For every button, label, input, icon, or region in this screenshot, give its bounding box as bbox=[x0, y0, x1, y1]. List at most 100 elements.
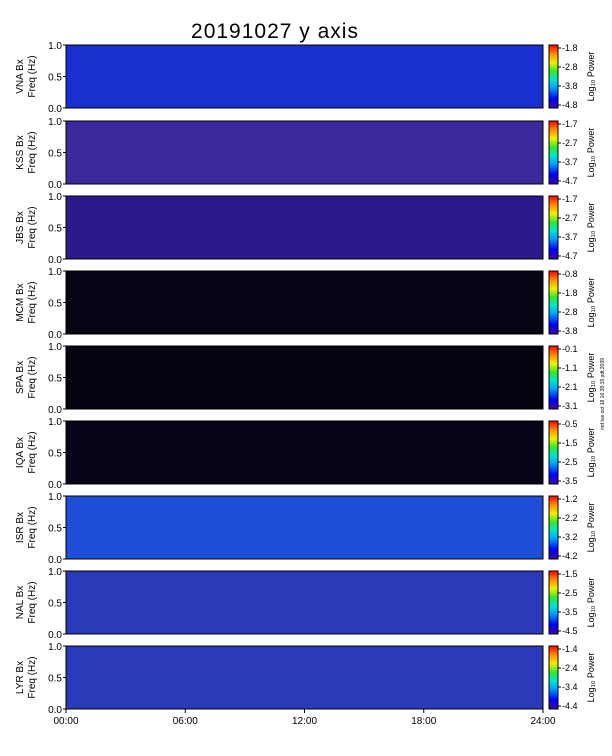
colorbar bbox=[548, 420, 559, 485]
colorbar bbox=[548, 645, 559, 710]
colorbar bbox=[548, 120, 559, 185]
colorbar-tick-label: -3.4 bbox=[562, 682, 578, 692]
y-tick-label: 1.0 bbox=[48, 117, 62, 128]
station-label: MCM Bx bbox=[15, 283, 26, 321]
station-label: ISR Bx bbox=[15, 512, 26, 543]
colorbar-tick-label: -3.7 bbox=[562, 157, 578, 167]
station-label: SPA Bx bbox=[15, 361, 26, 394]
y-tick-label: 0.0 bbox=[48, 555, 62, 566]
colorbar-tick-label: -4.8 bbox=[562, 100, 578, 110]
station-label: NAL Bx bbox=[15, 586, 26, 620]
y-tick-label: 0.0 bbox=[48, 180, 62, 191]
y-tick-label: 0.5 bbox=[48, 674, 62, 685]
y-tick-label: 0.0 bbox=[48, 705, 62, 716]
colorbar-tick-label: -1.1 bbox=[562, 363, 578, 373]
colorbar bbox=[548, 495, 559, 560]
y-tick-label: 0.0 bbox=[48, 480, 62, 491]
colorbar-tick-label: -1.4 bbox=[562, 644, 578, 654]
colorbar-tick-label: -2.2 bbox=[562, 513, 578, 523]
chart-title: 20191027 y axis bbox=[191, 20, 359, 43]
colorbar-label: Log₁₀ Power bbox=[586, 128, 596, 178]
colorbar-tick-label: -4.5 bbox=[562, 626, 578, 636]
panel-nal: 0.0 0.5 1.0 NAL Bx Freq (Hz) -1.5 -2.5 -3.5 -4.5… bbox=[15, 567, 596, 641]
colorbar-label: Log₁₀ Power bbox=[586, 278, 596, 328]
freq-axis-label: Freq (Hz) bbox=[27, 431, 38, 473]
x-axis: 00:00 06:00 12:00 18:00 24:00 bbox=[53, 709, 556, 727]
station-label: KSS Bx bbox=[15, 135, 26, 169]
freq-axis-label: Freq (Hz) bbox=[27, 506, 38, 548]
freq-axis-label: Freq (Hz) bbox=[27, 206, 38, 248]
spectrogram-area bbox=[65, 44, 544, 109]
y-tick-label: 1.0 bbox=[48, 492, 62, 503]
x-tick-label: 06:00 bbox=[173, 716, 198, 727]
colorbar-tick-label: -3.8 bbox=[562, 81, 578, 91]
colorbar-tick-label: -2.5 bbox=[562, 588, 578, 598]
colorbar-tick-label: -1.2 bbox=[562, 494, 578, 504]
panel-jbs: 0.0 0.5 1.0 JBS Bx Freq (Hz) -1.7 -2.7 -3.7 -4.7… bbox=[15, 192, 596, 266]
colorbar-tick-label: -3.7 bbox=[562, 232, 578, 242]
colorbar-label: Log₁₀ Power bbox=[586, 52, 596, 102]
y-tick-label: 0.0 bbox=[48, 255, 62, 266]
y-tick-label: 0.0 bbox=[48, 104, 62, 115]
spectrogram-area bbox=[65, 570, 544, 635]
panel-iqa: 0.0 0.5 1.0 IQA Bx Freq (Hz) -0.5 -1.5 -2.5 -3.5… bbox=[15, 417, 596, 491]
colorbar-tick-label: -1.7 bbox=[562, 119, 578, 129]
freq-axis-label: Freq (Hz) bbox=[27, 281, 38, 323]
colorbar bbox=[548, 270, 559, 335]
colorbar-tick-label: -0.1 bbox=[562, 344, 578, 354]
freq-axis-label: Freq (Hz) bbox=[27, 356, 38, 398]
y-tick-label: 0.5 bbox=[48, 374, 62, 385]
spectrogram-area bbox=[65, 645, 544, 710]
colorbar-tick-label: -4.7 bbox=[562, 176, 578, 186]
y-tick-label: 0.0 bbox=[48, 330, 62, 341]
colorbar-tick-label: -0.8 bbox=[562, 269, 578, 279]
panel-isr: 0.0 0.5 1.0 ISR Bx Freq (Hz) -1.2 -2.2 -3.2 -4.2… bbox=[15, 492, 596, 566]
y-tick-label: 0.5 bbox=[48, 449, 62, 460]
spectrogram-area bbox=[65, 270, 544, 335]
y-tick-label: 1.0 bbox=[48, 342, 62, 353]
colorbar-tick-label: -4.4 bbox=[562, 701, 578, 711]
x-tick-label: 24:00 bbox=[530, 716, 555, 727]
station-label: VNA Bx bbox=[15, 59, 26, 93]
colorbar-tick-label: -4.2 bbox=[562, 551, 578, 561]
colorbar bbox=[548, 345, 559, 410]
spectrogram-area bbox=[65, 120, 544, 185]
freq-axis-label: Freq (Hz) bbox=[27, 581, 38, 623]
colorbar-tick-label: -2.1 bbox=[562, 382, 578, 392]
y-tick-label: 0.5 bbox=[48, 299, 62, 310]
spectrogram-area bbox=[65, 495, 544, 560]
colorbar-label: Log₁₀ Power bbox=[586, 578, 596, 628]
colorbar-label: Log₁₀ Power bbox=[586, 653, 596, 703]
colorbar-tick-label: -2.5 bbox=[562, 457, 578, 467]
colorbar-tick-label: -1.5 bbox=[562, 569, 578, 579]
colorbar-tick-label: -4.7 bbox=[562, 251, 578, 261]
panel-lyr: 0.0 0.5 1.0 LYR Bx Freq (Hz) -1.4 -2.4 -3.4 -4.4… bbox=[15, 642, 596, 716]
y-tick-label: 1.0 bbox=[48, 642, 62, 653]
x-tick-label: 12:00 bbox=[292, 716, 317, 727]
panel-vna: 0.0 0.5 1.0 VNA Bx Freq (Hz) -1.8 -2.8 -3.8 -4.8… bbox=[15, 41, 596, 115]
colorbar-tick-label: -1.5 bbox=[562, 438, 578, 448]
y-tick-label: 1.0 bbox=[48, 267, 62, 278]
y-tick-label: 0.5 bbox=[48, 224, 62, 235]
y-tick-label: 0.0 bbox=[48, 630, 62, 641]
colorbar bbox=[548, 570, 559, 635]
y-tick-label: 0.5 bbox=[48, 149, 62, 160]
y-tick-label: 1.0 bbox=[48, 567, 62, 578]
spectrogram-area bbox=[65, 195, 544, 260]
colorbar bbox=[548, 195, 559, 260]
panel-kss: 0.0 0.5 1.0 KSS Bx Freq (Hz) -1.7 -2.7 -3.7 -4.7… bbox=[15, 117, 596, 191]
colorbar-tick-label: -1.7 bbox=[562, 194, 578, 204]
colorbar-tick-label: -3.1 bbox=[562, 401, 578, 411]
colorbar-tick-label: -2.7 bbox=[562, 213, 578, 223]
y-tick-label: 0.5 bbox=[48, 73, 62, 84]
colorbar-tick-label: -2.4 bbox=[562, 663, 578, 673]
panel-mcm: 0.0 0.5 1.0 MCM Bx Freq (Hz) -0.8 -1.8 -2.8 -3.8… bbox=[15, 267, 596, 341]
colorbar-tick-label: -1.8 bbox=[562, 288, 578, 298]
colorbar-tick-label: -1.8 bbox=[562, 43, 578, 53]
freq-axis-label: Freq (Hz) bbox=[27, 55, 38, 97]
colorbar-tick-label: -3.8 bbox=[562, 326, 578, 336]
y-tick-label: 0.5 bbox=[48, 599, 62, 610]
x-tick-label: 00:00 bbox=[53, 716, 78, 727]
